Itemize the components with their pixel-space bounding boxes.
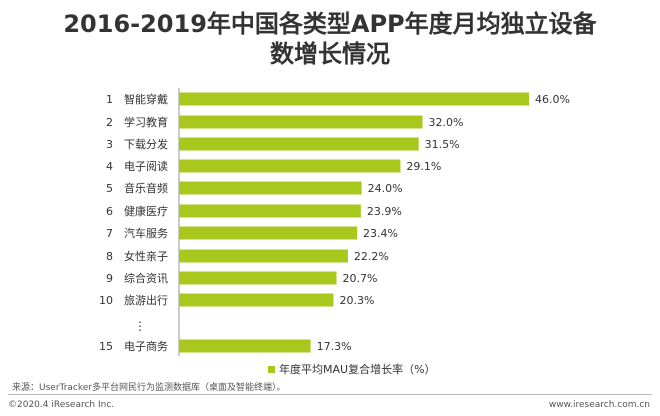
footer-divider bbox=[8, 394, 652, 395]
rank-label: 4 bbox=[106, 160, 113, 173]
rank-label: 3 bbox=[106, 138, 113, 151]
bar bbox=[179, 92, 529, 106]
category-label: 学习教育 bbox=[124, 115, 168, 129]
chart-title-line2: 数增长情况 bbox=[270, 40, 390, 68]
bar bbox=[179, 115, 423, 129]
data-label: 46.0% bbox=[535, 93, 570, 106]
data-label: 29.1% bbox=[406, 160, 441, 173]
website-text: www.iresearch.com.cn bbox=[548, 400, 650, 410]
data-label: 23.9% bbox=[367, 205, 402, 218]
rank-label: 5 bbox=[106, 182, 113, 195]
legend-label: 年度平均MAU复合增长率（%） bbox=[279, 363, 436, 376]
category-label: 下载分发 bbox=[124, 137, 168, 151]
bar bbox=[179, 226, 358, 240]
category-label: 音乐音频 bbox=[124, 181, 168, 195]
category-label: 女性亲子 bbox=[124, 249, 168, 263]
category-label: 旅游出行 bbox=[124, 293, 168, 307]
bar bbox=[179, 181, 362, 195]
category-label: 电子阅读 bbox=[124, 159, 168, 173]
data-label: 22.2% bbox=[354, 250, 389, 263]
bar bbox=[179, 204, 361, 218]
category-label: 智能穿戴 bbox=[124, 92, 168, 106]
rank-label: 6 bbox=[106, 205, 113, 218]
rank-label: 15 bbox=[99, 340, 113, 353]
category-label: 综合资讯 bbox=[124, 271, 168, 285]
rank-label: 10 bbox=[99, 294, 113, 307]
chart-title-line1: 2016-2019年中国各类型APP年度月均独立设备 bbox=[63, 10, 597, 38]
chart-legend: 年度平均MAU复合增长率（%） bbox=[268, 361, 436, 377]
bar bbox=[179, 293, 334, 307]
category-label: 汽车服务 bbox=[124, 226, 168, 240]
rank-label: 2 bbox=[106, 116, 113, 129]
data-label: 24.0% bbox=[368, 182, 403, 195]
data-label: 31.5% bbox=[425, 138, 460, 151]
rank-label: 7 bbox=[106, 227, 113, 240]
ellipsis-marker: ⋮ bbox=[134, 319, 146, 333]
category-label: 电子商务 bbox=[124, 339, 168, 353]
data-label: 20.3% bbox=[339, 294, 374, 307]
data-label: 17.3% bbox=[317, 340, 352, 353]
bar bbox=[179, 271, 337, 285]
data-label: 32.0% bbox=[428, 116, 463, 129]
rank-label: 9 bbox=[106, 272, 113, 285]
data-label: 23.4% bbox=[363, 227, 398, 240]
bar bbox=[179, 159, 401, 173]
bar bbox=[179, 137, 419, 151]
bar bbox=[179, 339, 311, 353]
bar bbox=[179, 249, 348, 263]
source-note: 来源：UserTracker多平台网民行为监测数据库（桌面及智能终端）。 bbox=[12, 383, 286, 393]
rank-label: 1 bbox=[106, 93, 113, 106]
rank-label: 8 bbox=[106, 250, 113, 263]
data-label: 20.7% bbox=[343, 272, 378, 285]
copyright-text: ©2020.4 iResearch Inc. bbox=[8, 400, 115, 410]
legend-swatch bbox=[268, 365, 275, 373]
category-label: 健康医疗 bbox=[124, 204, 168, 218]
